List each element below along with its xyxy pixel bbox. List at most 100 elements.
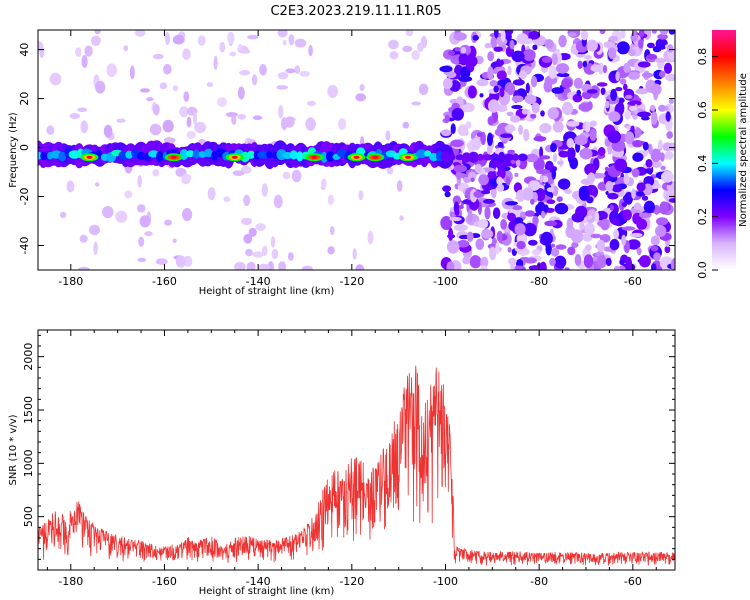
noise-blob [547,107,559,120]
noise-blob [182,48,191,60]
noise-blob [587,215,593,220]
band-blob [246,150,256,159]
noise-blob [247,34,259,40]
noise-blob [509,39,515,50]
noise-blob [219,41,226,53]
noise-blob [663,62,673,74]
band-blob [204,148,213,158]
noise-blob [610,88,617,101]
noise-blob [668,98,674,104]
noise-blob [572,93,583,103]
noise-blob [227,31,235,45]
noise-blob [494,30,499,39]
noise-blob [664,245,671,254]
noise-blob [653,204,660,215]
noise-blob [175,255,186,268]
noise-blob [490,186,497,199]
noise-blob [539,123,552,134]
y-tick-label: -40 [18,237,31,255]
colorbar-tick-label: 0.2 [696,208,709,226]
noise-blob [386,167,394,175]
noise-blob [69,113,81,119]
band-blob [503,153,515,161]
y-tick-label: 1000 [22,449,35,477]
noise-blob [531,102,540,114]
noise-blob [513,265,523,270]
noise-blob [596,254,607,269]
y-tick-label: -20 [18,188,31,206]
noise-blob [237,43,242,50]
noise-blob [552,121,564,133]
noise-blob [660,165,666,171]
noise-blob [552,185,559,197]
noise-blob [604,139,611,147]
noise-blob [460,46,467,54]
noise-blob [621,202,628,207]
noise-blob [294,65,301,74]
noise-blob [516,240,526,250]
noise-blob [658,104,667,112]
noise-blob [358,190,364,201]
noise-blob [367,230,374,245]
y-tick-label: 1500 [22,396,35,424]
band-blob [265,151,273,159]
noise-blob [78,266,90,270]
noise-blob [467,85,477,99]
noise-blob [659,30,669,36]
noise-blob [478,174,489,186]
noise-blob [116,118,126,123]
noise-blob [411,101,422,106]
noise-blob [556,196,563,203]
noise-blob [252,251,264,258]
noise-blob [641,116,650,121]
noise-blob [487,51,495,62]
noise-blob [611,217,619,226]
noise-blob [511,95,524,103]
x-tick-label: -120 [339,275,364,288]
noise-blob [207,187,216,201]
noise-blob [525,210,535,217]
noise-blob [667,44,674,53]
figure-title: C2E3.2023.219.11.11.R05 [270,4,441,19]
noise-blob [467,171,477,181]
noise-blob [567,32,577,37]
noise-blob [666,131,673,139]
band-blob [40,151,48,161]
noise-blob [566,217,574,231]
noise-blob [597,147,606,156]
noise-blob [585,244,592,251]
noise-blob [355,93,367,102]
noise-blob [632,152,644,162]
noise-blob [585,121,591,133]
band-hotspot [231,155,238,159]
noise-blob [288,34,295,46]
x-tick-label: -160 [152,275,177,288]
noise-blob [327,84,339,98]
noise-blob [287,252,294,261]
noise-blob [651,160,662,168]
noise-blob [539,146,544,159]
noise-blob [558,34,567,48]
noise-blob [183,91,190,102]
snr-panel: -180 -160 -140 -120 -100 -80 -60 500 1000 1500 20… [8,329,676,597]
noise-blob [638,30,645,38]
noise-blob [291,169,302,183]
noise-blob [609,204,614,211]
noise-blob [587,101,593,111]
noise-blob [442,78,453,90]
noise-blob [94,30,101,35]
noise-blob [243,233,253,244]
noise-blob [106,63,117,77]
noise-blob [327,194,334,205]
noise-blob [123,45,129,52]
noise-blob [134,30,146,37]
noise-blob [589,128,597,142]
noise-blob [567,246,576,256]
noise-blob [540,210,546,219]
noise-blob [665,111,671,122]
noise-blob [89,224,100,236]
noise-blob [590,64,603,72]
noise-blob [359,84,365,92]
noise-blob [629,105,637,111]
noise-blob [80,120,88,134]
